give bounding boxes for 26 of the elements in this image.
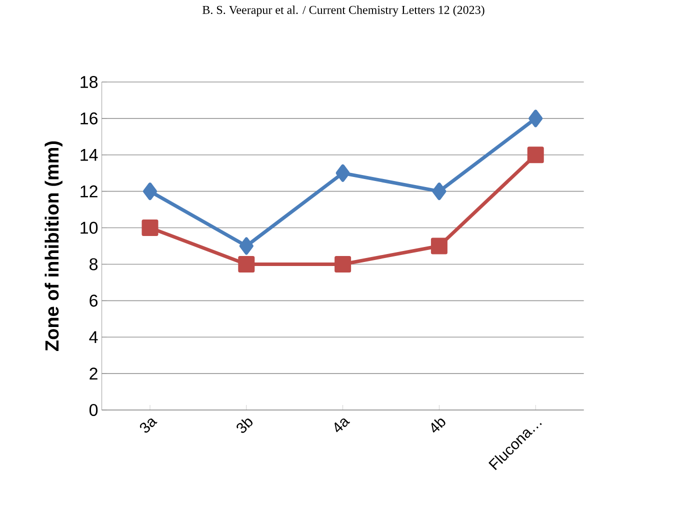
- y-tick-label: 2: [90, 368, 98, 380]
- x-tick-label: 4b: [431, 418, 446, 433]
- point: [238, 256, 255, 272]
- y-tick-label: 6: [90, 294, 98, 307]
- x-tick-label: 3a: [140, 418, 158, 433]
- point: [334, 256, 352, 272]
- point: [239, 237, 254, 255]
- y-tick-label: 18: [80, 76, 98, 88]
- point: [142, 220, 158, 236]
- point: [527, 146, 544, 164]
- y-axis-title: Zone of inhibition (mm): [44, 141, 62, 351]
- y-tick-label: 10: [80, 222, 98, 234]
- y-tick-label: 0: [89, 404, 98, 416]
- point: [336, 164, 350, 182]
- text: B. S. Veerapur et al. / Current Chemistry Letters 12 (2023): [202, 6, 484, 16]
- point: [430, 238, 448, 254]
- y-tick-label: 12: [80, 185, 98, 198]
- y-tick-label: 8: [90, 258, 98, 270]
- point: [432, 182, 446, 200]
- y-tick-label: 4: [89, 331, 98, 343]
- y-tick-label: 14: [80, 149, 98, 161]
- x-tick-label: 3b: [236, 418, 253, 433]
- y-tick-label: 16: [80, 112, 98, 124]
- point: [528, 110, 543, 128]
- point: [143, 182, 158, 200]
- x-tick-label: 4a: [334, 418, 350, 432]
